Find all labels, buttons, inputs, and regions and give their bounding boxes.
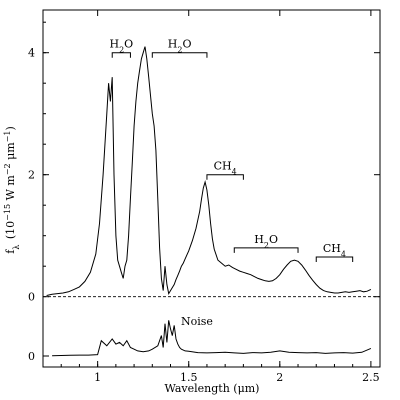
x-ticks: 1 1.5 2 2.5: [60, 10, 380, 384]
band-bracket: [315, 256, 354, 263]
band-label: H2O: [168, 38, 192, 55]
plot-frame: [42, 9, 381, 368]
x-tick-label: 2: [276, 371, 283, 384]
noise-series: [52, 320, 372, 357]
band-bracket: [151, 52, 208, 58]
spectrum-line: [46, 46, 372, 296]
band-bracket: [233, 247, 299, 253]
noise-y-tick-label: 0: [28, 350, 35, 363]
band-labels: H2O H2O CH4 H2O CH4: [109, 38, 354, 263]
x-axis-label: Wavelength (μm): [165, 382, 260, 395]
y-ticks-noise: 0: [28, 350, 49, 363]
band-label: H2O: [109, 38, 133, 55]
band-bracket: [111, 52, 131, 58]
y-tick-label: 4: [28, 47, 35, 60]
x-tick-label: 2.5: [362, 371, 380, 384]
x-tick-label: 1.5: [180, 371, 198, 384]
noise-label: Noise: [181, 315, 213, 328]
spectrum-series: [46, 46, 372, 296]
noise-line: [52, 320, 372, 357]
band-bracket: [206, 174, 244, 180]
y-axis-label: fλ (10−15 W m−2 μm−1): [3, 126, 21, 254]
band-label: CH4: [214, 160, 237, 177]
band-label: CH4: [323, 242, 346, 258]
y-tick-label: 0: [28, 291, 35, 304]
y-ticks-spectrum: 0 2 4: [28, 21, 380, 304]
x-tick-label: 1: [94, 371, 101, 384]
y-tick-label: 2: [28, 169, 35, 182]
band-label: H2O: [254, 233, 278, 250]
